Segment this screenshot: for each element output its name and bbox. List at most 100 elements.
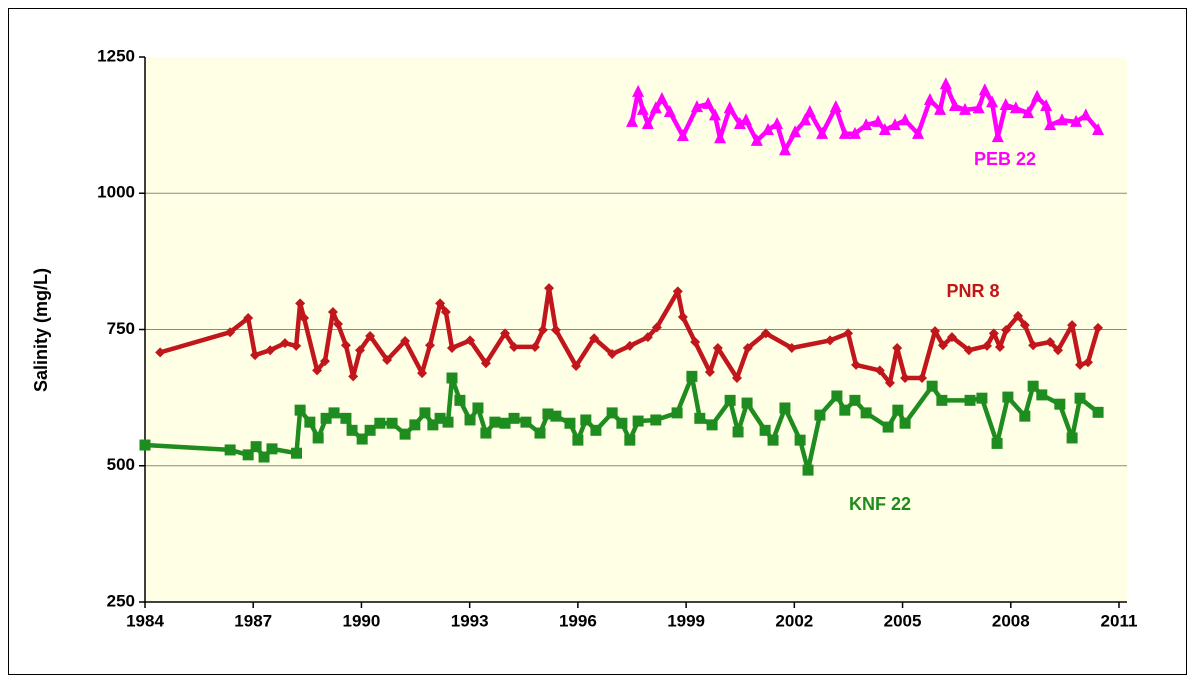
data-point bbox=[624, 434, 636, 446]
data-point bbox=[849, 394, 861, 406]
x-tick-label: 1987 bbox=[234, 611, 272, 630]
data-point bbox=[616, 417, 628, 429]
data-point bbox=[991, 130, 1004, 143]
x-tick-label: 1999 bbox=[667, 611, 705, 630]
data-point bbox=[550, 325, 561, 336]
data-point bbox=[224, 444, 236, 456]
data-point bbox=[624, 340, 635, 351]
data-point bbox=[732, 426, 744, 438]
data-point bbox=[417, 368, 428, 379]
x-tick-label: 1993 bbox=[451, 611, 489, 630]
data-point bbox=[508, 412, 520, 424]
x-tick-label: 1996 bbox=[559, 611, 597, 630]
data-point bbox=[139, 439, 151, 451]
x-tick-label: 1990 bbox=[343, 611, 381, 630]
data-point bbox=[332, 319, 343, 330]
data-point bbox=[386, 417, 398, 429]
data-point bbox=[442, 416, 454, 428]
data-point bbox=[650, 414, 662, 426]
data-point bbox=[750, 133, 763, 146]
data-point bbox=[382, 355, 393, 366]
data-point bbox=[304, 416, 316, 428]
data-point bbox=[923, 93, 936, 106]
data-point bbox=[964, 394, 976, 406]
data-point bbox=[544, 283, 555, 294]
data-point bbox=[435, 298, 446, 309]
data-point bbox=[948, 99, 961, 112]
data-point bbox=[838, 126, 851, 139]
data-point bbox=[702, 96, 715, 109]
x-tick-label: 2002 bbox=[775, 611, 813, 630]
data-point bbox=[499, 417, 511, 429]
data-point bbox=[589, 333, 600, 344]
data-point bbox=[155, 347, 166, 358]
data-point bbox=[291, 447, 303, 459]
data-point bbox=[1070, 114, 1083, 127]
data-point bbox=[1074, 392, 1086, 404]
data-point bbox=[671, 407, 683, 419]
data-point bbox=[799, 113, 812, 126]
data-point bbox=[963, 345, 974, 356]
data-point bbox=[400, 335, 411, 346]
data-point bbox=[676, 129, 689, 142]
data-point bbox=[374, 417, 386, 429]
data-point bbox=[424, 340, 435, 351]
data-point bbox=[454, 394, 466, 406]
data-point bbox=[1009, 101, 1022, 114]
data-point bbox=[829, 100, 842, 113]
data-point bbox=[480, 427, 492, 439]
data-point bbox=[1028, 340, 1039, 351]
data-point bbox=[266, 443, 278, 455]
data-point bbox=[939, 77, 952, 90]
data-point bbox=[1093, 322, 1104, 333]
data-point bbox=[831, 390, 843, 402]
y-tick-label: 250 bbox=[107, 591, 135, 610]
data-point bbox=[626, 114, 638, 127]
data-point bbox=[733, 117, 746, 130]
data-point bbox=[642, 332, 653, 343]
data-point bbox=[500, 328, 511, 339]
data-point bbox=[632, 415, 644, 427]
data-point bbox=[839, 404, 851, 416]
data-point bbox=[677, 311, 688, 322]
data-point bbox=[926, 380, 938, 392]
data-point bbox=[912, 126, 925, 139]
data-point bbox=[1012, 310, 1023, 321]
data-point bbox=[1067, 320, 1078, 331]
data-point bbox=[572, 434, 584, 446]
data-point bbox=[767, 434, 779, 446]
data-point bbox=[794, 434, 806, 446]
data-point bbox=[1082, 357, 1093, 368]
data-point bbox=[1019, 320, 1030, 331]
data-point bbox=[1001, 325, 1012, 336]
data-point bbox=[825, 335, 836, 346]
data-point bbox=[399, 428, 411, 440]
data-point bbox=[571, 361, 582, 372]
data-point bbox=[641, 117, 654, 130]
data-point bbox=[564, 417, 576, 429]
data-point bbox=[655, 91, 668, 104]
data-point bbox=[509, 341, 520, 352]
y-tick-label: 1000 bbox=[97, 183, 135, 202]
data-point bbox=[320, 356, 331, 367]
data-point bbox=[991, 437, 1003, 449]
data-point bbox=[843, 328, 854, 339]
data-point bbox=[636, 102, 649, 115]
data-point bbox=[892, 404, 904, 416]
data-point bbox=[356, 433, 368, 445]
data-point bbox=[712, 343, 723, 354]
data-point bbox=[848, 126, 861, 139]
data-point bbox=[708, 108, 721, 121]
data-point bbox=[580, 414, 592, 426]
data-point bbox=[739, 113, 752, 126]
data-point bbox=[537, 325, 548, 336]
data-point bbox=[759, 424, 771, 436]
data-point bbox=[972, 101, 985, 114]
data-point bbox=[480, 358, 491, 369]
data-point bbox=[900, 373, 911, 384]
data-point bbox=[723, 101, 736, 114]
data-point bbox=[706, 419, 718, 431]
data-point bbox=[1027, 380, 1039, 392]
x-tick-label: 2011 bbox=[1101, 611, 1138, 630]
